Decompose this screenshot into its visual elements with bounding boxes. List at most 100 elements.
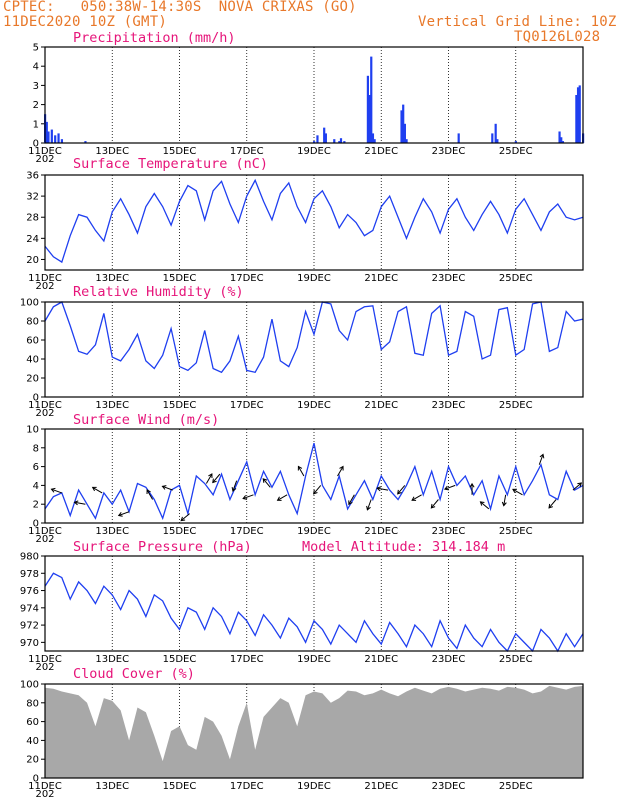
humidity-panel: 11DEC 13DEC 15DEC 17DEC 19DEC 21DEC 23DEC 25DEC… (20, 284, 584, 419)
wind-vector-head (376, 486, 382, 492)
wind-vector (180, 513, 190, 522)
wind-vector-head (242, 495, 248, 500)
cloud-x-label: 11DEC (28, 781, 62, 792)
humidity-x-label: 25DEC (499, 400, 533, 411)
humidity-frame (44, 301, 584, 398)
wind-vector (232, 480, 238, 492)
precip-x-label: 19DEC (297, 146, 331, 157)
precip-bar (494, 123, 497, 143)
wind-y-label: 2 (33, 500, 39, 511)
wind-vector-head (339, 465, 344, 471)
precip-x-label: 15DEC (163, 146, 197, 157)
temperature-y-label: 32 (26, 192, 39, 203)
wind-vector (503, 494, 507, 506)
cloud-x-year-stub: 202 (35, 789, 54, 800)
pressure-y-label: 976 (20, 586, 39, 597)
wind-x-label: 13DEC (95, 526, 129, 537)
precip-bar (491, 133, 494, 143)
precip-bar (405, 139, 408, 143)
header-station: CPTEC: 050:38W-14:30S NOVA CRIXAS (GO) (3, 0, 357, 15)
wind-vector (242, 494, 254, 500)
precip-y-label: 2 (33, 100, 39, 111)
wind-series-line (44, 442, 584, 521)
wind-y-label: 8 (33, 443, 39, 454)
cloud-cover-panel: 11DEC 13DEC 15DEC 17DEC 19DEC 21DEC 23DEC 25DEC… (20, 666, 584, 800)
wind-vector (366, 499, 372, 511)
wind-vector-head (539, 453, 545, 459)
precip-bar (402, 104, 405, 143)
wind-x-label: 23DEC (432, 526, 466, 537)
wind-vector (348, 494, 355, 505)
wind-x-label: 17DEC (230, 526, 264, 537)
wind-vector (430, 499, 439, 509)
wind-vector-head (231, 487, 237, 492)
cloud-x-label: 13DEC (95, 781, 129, 792)
wind-vector (51, 488, 62, 494)
wind-vector (377, 487, 389, 491)
wind-frame (44, 428, 584, 524)
wind-y-label: 6 (33, 462, 39, 473)
wind-vector-head (501, 501, 507, 507)
wind-vector-head (91, 486, 97, 492)
temperature-frame (44, 174, 584, 271)
wind-x-year-stub: 202 (35, 534, 54, 545)
precip-bar (373, 139, 376, 143)
pressure-y-label: 978 (20, 569, 39, 580)
precip-frame (44, 46, 584, 144)
wind-vector (313, 485, 322, 495)
wind-vector-head (430, 503, 436, 509)
cloud-x-label: 15DEC (163, 781, 197, 792)
humidity-x-label: 19DEC (297, 400, 331, 411)
wind-vector (411, 494, 422, 501)
precip-bar (366, 75, 369, 143)
precip-bar (370, 56, 373, 143)
humidity-x-label: 15DEC (163, 400, 197, 411)
cloud-y-label: 20 (26, 755, 39, 766)
pressure-x-label: 15DEC (163, 654, 197, 665)
pressure-x-label: 23DEC (432, 654, 466, 665)
wind-vector-head (262, 478, 268, 483)
model-altitude-label: Model Altitude: 314.184 m (302, 539, 505, 555)
humidity-series-line (44, 301, 584, 374)
precip-bar (60, 139, 64, 143)
precip-bar (338, 141, 341, 143)
wind-vector-head (348, 500, 353, 506)
wind-vector-head (208, 473, 213, 479)
pressure-x-year-stub: 202 (35, 662, 54, 673)
wind-y-label: 4 (33, 481, 39, 492)
precip-bar (575, 95, 578, 143)
wind-vector (92, 486, 103, 494)
pressure-x-label: 21DEC (364, 654, 398, 665)
humidity-x-year-stub: 202 (35, 408, 54, 419)
humidity-x-label: 13DEC (95, 400, 129, 411)
precip-bar (323, 127, 326, 143)
wind-title: Surface Wind (m/s) (73, 412, 219, 428)
temperature-x-label: 19DEC (297, 273, 331, 284)
humidity-y-label: 40 (26, 355, 39, 366)
precip-bar (333, 139, 336, 143)
cloud-y-label: 100 (20, 680, 39, 691)
precip-bar (313, 141, 316, 143)
precip-bar (558, 131, 561, 143)
precip-bar (57, 133, 60, 143)
wind-vector (444, 484, 456, 490)
pressure-title: Surface Pressure (hPa) (73, 539, 252, 555)
humidity-y-label: 20 (26, 374, 39, 385)
wind-x-label: 15DEC (163, 526, 197, 537)
precip-bar (578, 85, 581, 143)
precip-y-label: 5 (33, 43, 39, 54)
wind-vector-head (479, 501, 485, 506)
humidity-title: Relative Humidity (%) (73, 284, 244, 300)
precip-bar (84, 141, 87, 143)
wind-x-label: 21DEC (364, 526, 398, 537)
precip-x-label: 13DEC (95, 146, 129, 157)
pressure-y-label: 974 (20, 603, 39, 614)
pressure-series-line (44, 572, 584, 653)
cloud-x-label: 25DEC (499, 781, 533, 792)
temperature-y-label: 20 (26, 255, 39, 266)
header-model-code: TQ0126L028 (514, 29, 601, 45)
precip-bar (368, 95, 371, 143)
precip-x-label: 17DEC (230, 146, 264, 157)
wind-vector (146, 489, 154, 500)
precip-x-label: 25DEC (499, 146, 533, 157)
